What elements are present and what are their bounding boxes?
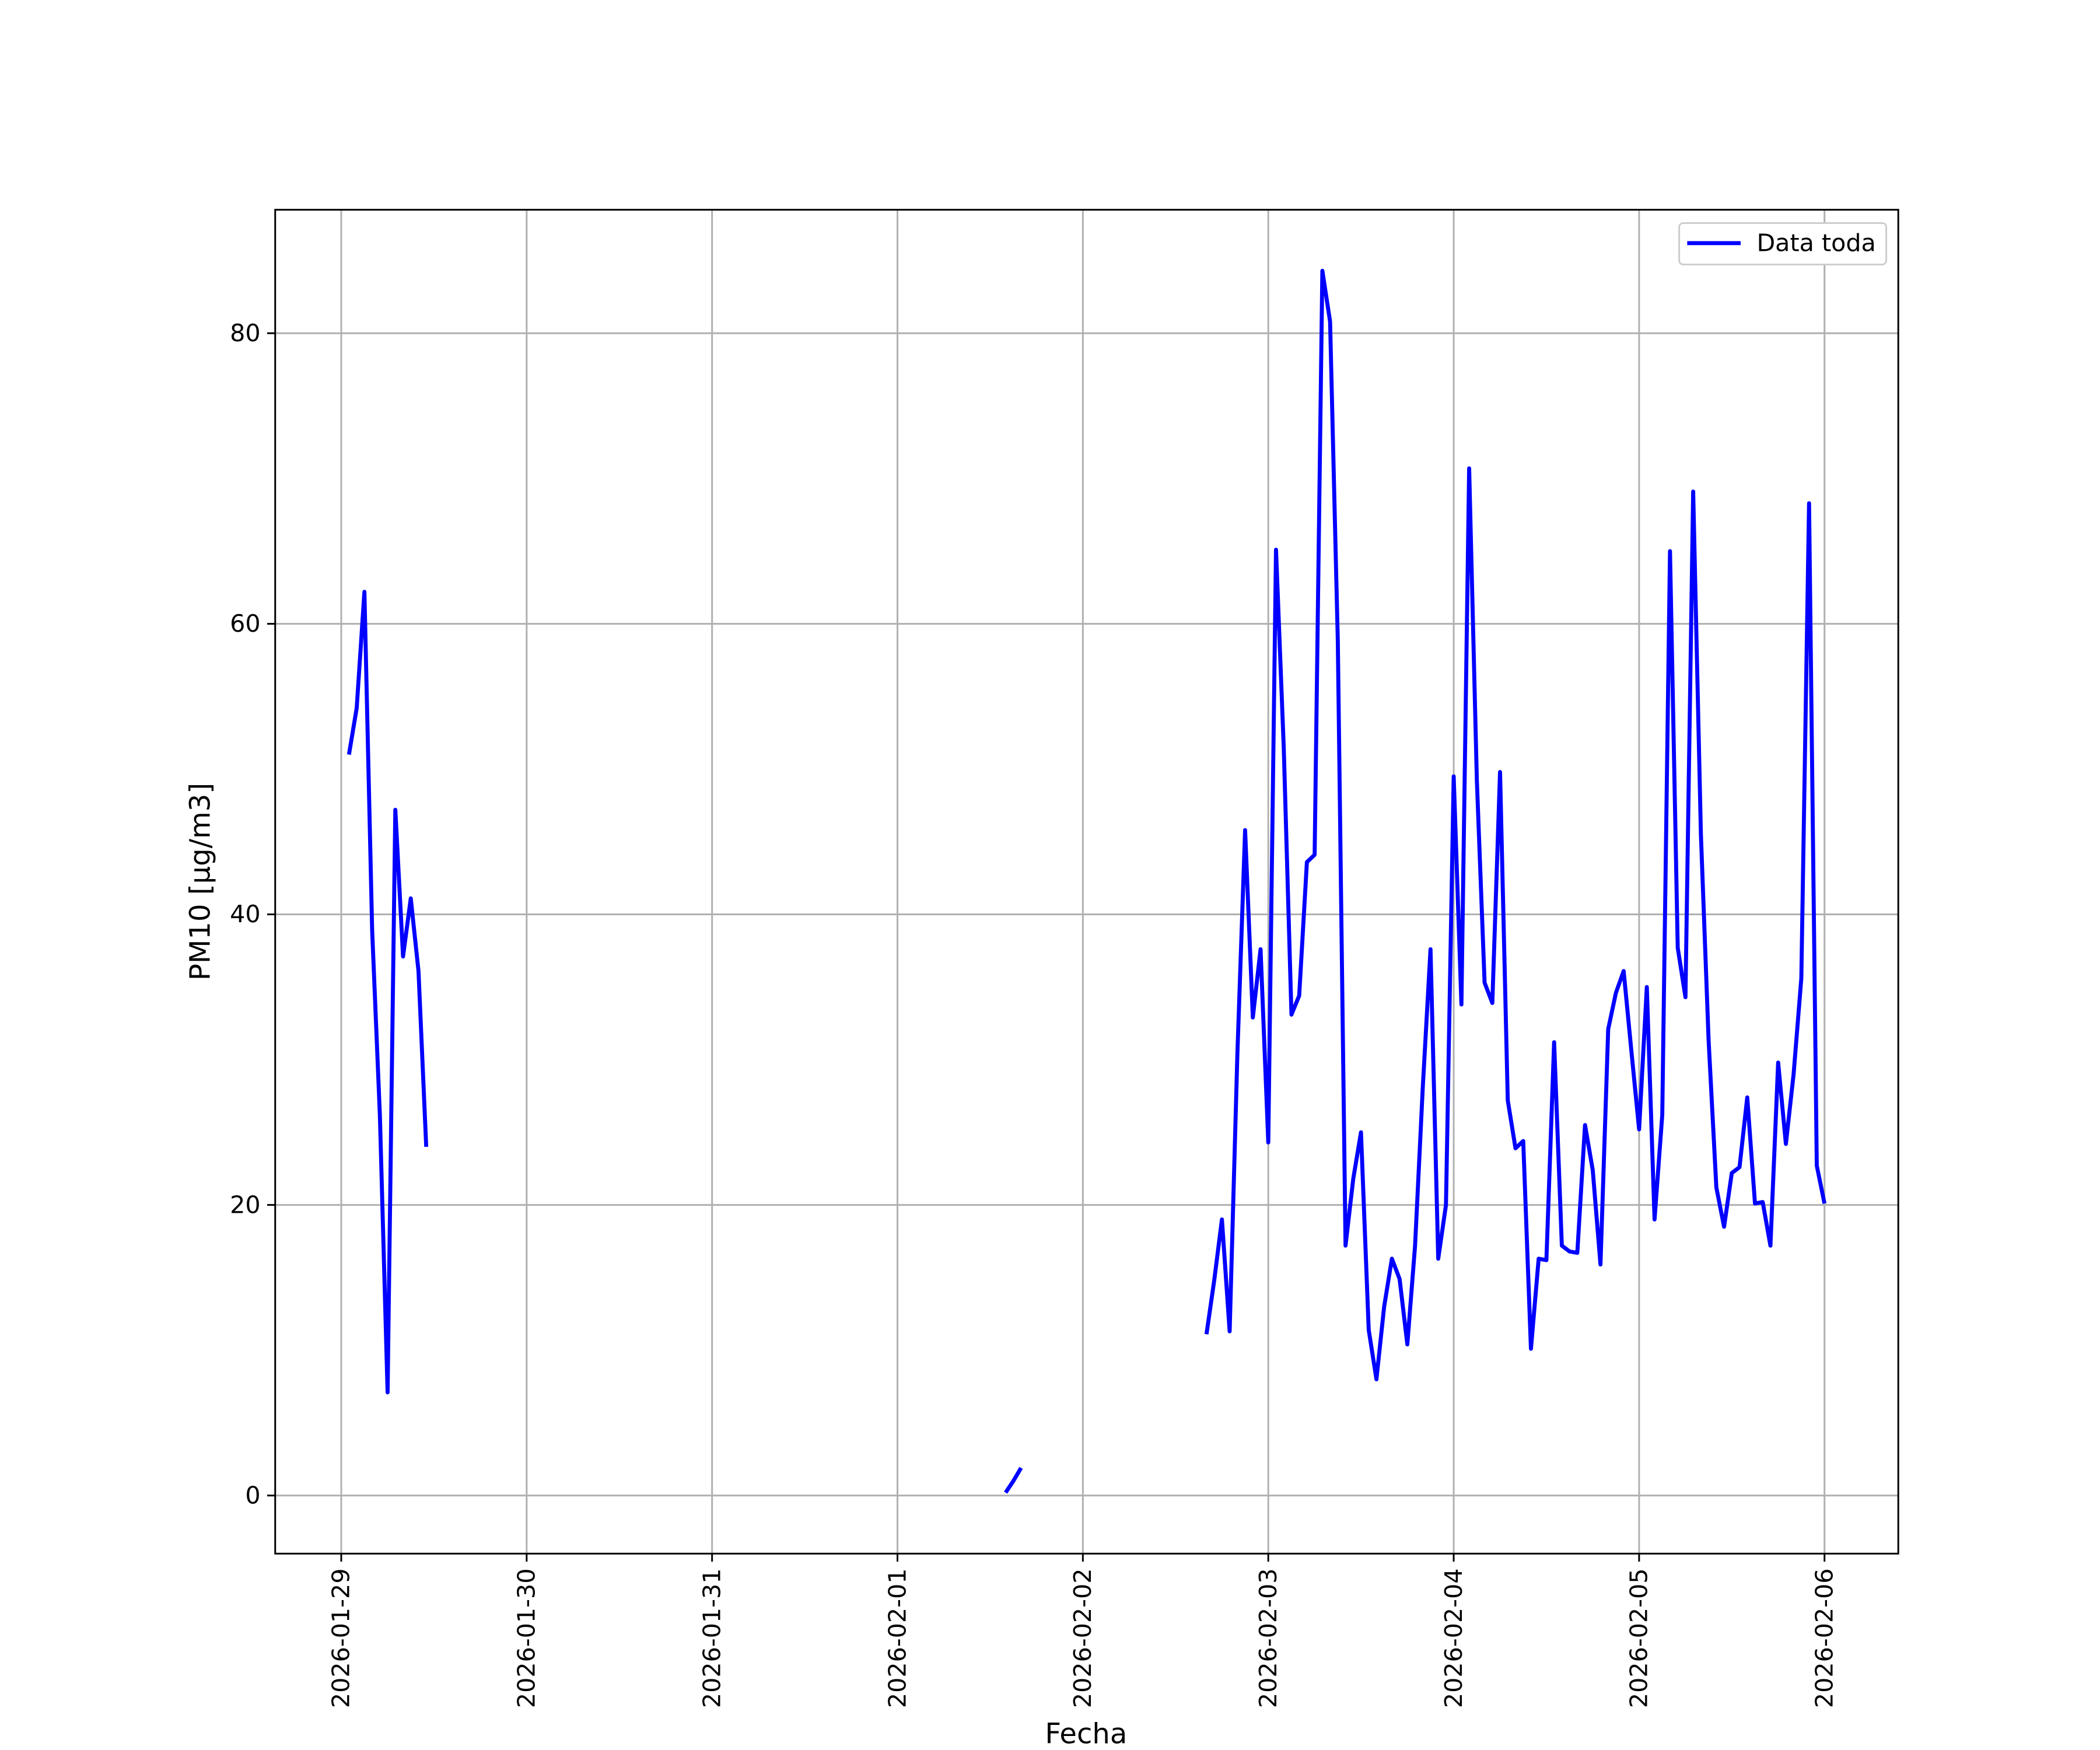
x-tick-label: 2026-02-02 <box>1069 1569 1097 1709</box>
y-axis-label: PM10 [μg/m3] <box>184 783 217 981</box>
legend-label: Data toda <box>1756 229 1875 257</box>
x-tick-label: 2026-01-29 <box>327 1569 355 1709</box>
x-axis-label: Fecha <box>1045 1718 1127 1750</box>
x-tick-label: 2026-02-06 <box>1810 1569 1838 1709</box>
x-tick-label: 2026-02-05 <box>1625 1569 1653 1709</box>
x-tick-label: 2026-02-03 <box>1254 1569 1282 1709</box>
data-line <box>346 268 1827 1494</box>
x-tick-label: 2026-02-04 <box>1440 1569 1468 1709</box>
y-tick-label: 60 <box>230 610 260 638</box>
x-tick-label: 2026-01-31 <box>698 1569 726 1709</box>
plot-frame <box>274 209 1899 1555</box>
y-tick-label: 20 <box>230 1191 260 1219</box>
legend-box <box>1678 222 1888 265</box>
x-tick-label: 2026-01-30 <box>513 1569 541 1709</box>
background <box>13 0 2087 1750</box>
y-tick-label: 40 <box>230 900 260 928</box>
y-tick-label: 0 <box>245 1481 260 1509</box>
y-tick-label: 80 <box>230 319 260 347</box>
x-tick-label: 2026-02-01 <box>883 1569 911 1709</box>
